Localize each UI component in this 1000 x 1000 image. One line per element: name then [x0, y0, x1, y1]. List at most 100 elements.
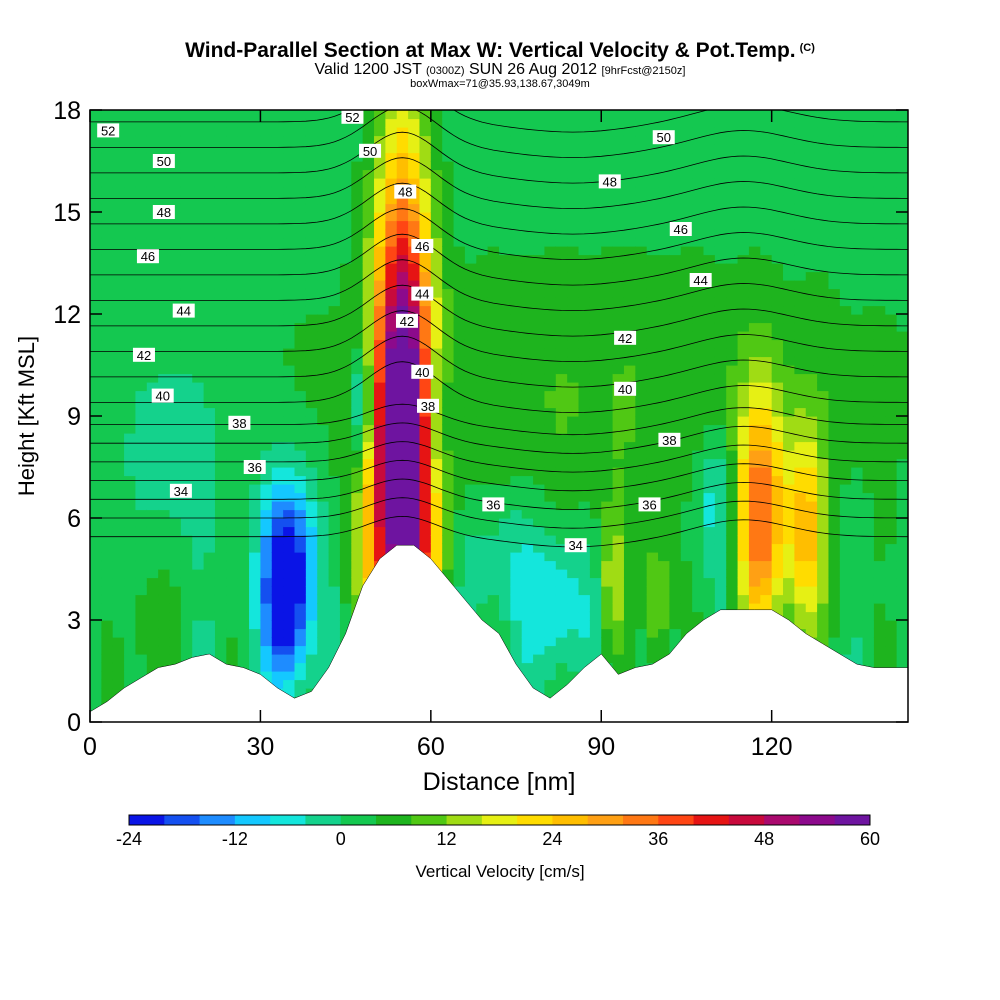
velocity-cell — [226, 322, 239, 332]
velocity-cell — [305, 382, 318, 392]
velocity-cell — [737, 186, 750, 196]
velocity-cell — [521, 152, 534, 162]
velocity-cell — [351, 331, 364, 341]
velocity-cell — [249, 203, 262, 213]
velocity-cell — [839, 373, 852, 383]
velocity-cell — [169, 348, 182, 358]
velocity-cell — [90, 696, 102, 706]
velocity-cell — [112, 339, 125, 349]
velocity-cell — [680, 552, 693, 562]
velocity-cell — [510, 620, 523, 630]
velocity-cell — [794, 118, 807, 128]
velocity-cell — [362, 399, 375, 409]
velocity-cell — [317, 271, 330, 281]
velocity-cell — [760, 535, 773, 545]
velocity-cell — [635, 161, 648, 171]
velocity-cell — [430, 433, 443, 443]
velocity-cell — [180, 280, 193, 290]
velocity-cell — [305, 288, 318, 298]
velocity-cell — [408, 229, 421, 239]
velocity-cell — [146, 637, 159, 647]
velocity-cell — [442, 220, 455, 230]
velocity-cell — [601, 254, 614, 264]
velocity-cell — [680, 254, 693, 264]
velocity-cell — [567, 586, 580, 596]
velocity-cell — [703, 186, 716, 196]
velocity-cell — [658, 246, 671, 256]
velocity-cell — [385, 390, 398, 400]
velocity-cell — [703, 603, 716, 613]
velocity-cell — [851, 535, 864, 545]
velocity-cell — [805, 110, 818, 120]
velocity-cell — [635, 416, 648, 426]
velocity-cell — [317, 543, 330, 553]
velocity-cell — [101, 467, 114, 477]
velocity-cell — [396, 399, 409, 409]
velocity-cell — [771, 110, 784, 120]
velocity-cell — [112, 543, 125, 553]
velocity-cell — [499, 628, 511, 638]
velocity-cell — [124, 373, 137, 383]
velocity-cell — [362, 280, 375, 290]
velocity-cell — [101, 475, 114, 485]
velocity-cell — [135, 297, 148, 307]
velocity-cell — [442, 441, 455, 451]
velocity-cell — [283, 501, 296, 511]
velocity-cell — [260, 416, 273, 426]
velocity-cell — [362, 339, 375, 349]
velocity-cell — [362, 169, 375, 179]
velocity-cell — [283, 560, 296, 570]
velocity-cell — [237, 246, 250, 256]
velocity-cell — [589, 424, 602, 434]
velocity-cell — [192, 594, 205, 604]
velocity-cell — [680, 535, 693, 545]
velocity-cell — [396, 433, 409, 443]
velocity-cell — [521, 118, 534, 128]
velocity-cell — [271, 611, 284, 621]
velocity-cell — [90, 484, 102, 494]
velocity-cell — [339, 135, 352, 145]
velocity-cell — [260, 501, 273, 511]
velocity-cell — [294, 229, 307, 239]
velocity-cell — [112, 322, 125, 332]
velocity-cell — [623, 399, 636, 409]
velocity-cell — [521, 305, 534, 315]
velocity-cell — [601, 348, 614, 358]
velocity-cell — [339, 322, 352, 332]
velocity-cell — [453, 560, 466, 570]
velocity-cell — [362, 220, 375, 230]
velocity-cell — [294, 152, 307, 162]
velocity-cell — [612, 135, 625, 145]
velocity-cell — [385, 314, 398, 324]
velocity-cell — [555, 458, 568, 468]
velocity-cell — [453, 280, 466, 290]
velocity-cell — [567, 577, 580, 587]
velocity-cell — [124, 271, 137, 281]
velocity-cell — [771, 339, 784, 349]
velocity-cell — [203, 110, 216, 120]
velocity-cell — [339, 450, 352, 460]
velocity-cell — [601, 212, 614, 222]
velocity-cell — [817, 348, 830, 358]
velocity-cell — [124, 611, 137, 621]
velocity-cell — [612, 603, 625, 613]
velocity-cell — [271, 424, 284, 434]
velocity-cell — [430, 178, 443, 188]
velocity-cell — [635, 356, 648, 366]
velocity-cell — [203, 305, 216, 315]
velocity-cell — [521, 450, 534, 460]
velocity-cell — [203, 586, 216, 596]
velocity-cell — [271, 322, 284, 332]
velocity-cell — [737, 356, 750, 366]
velocity-cell — [294, 186, 307, 196]
velocity-cell — [362, 560, 375, 570]
velocity-cell — [453, 365, 466, 375]
velocity-cell — [283, 671, 296, 681]
velocity-cell — [748, 339, 761, 349]
velocity-cell — [499, 594, 511, 604]
velocity-cell — [328, 288, 341, 298]
velocity-cell — [487, 195, 500, 205]
velocity-cell — [146, 135, 159, 145]
velocity-cell — [533, 152, 546, 162]
velocity-cell — [249, 373, 262, 383]
